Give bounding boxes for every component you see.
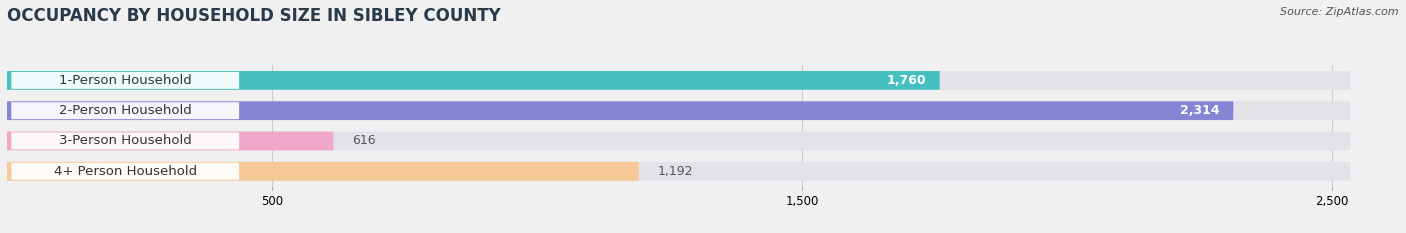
Text: 1,760: 1,760 <box>887 74 927 87</box>
Text: Source: ZipAtlas.com: Source: ZipAtlas.com <box>1281 7 1399 17</box>
FancyBboxPatch shape <box>7 71 1351 90</box>
FancyBboxPatch shape <box>7 101 1233 120</box>
FancyBboxPatch shape <box>7 132 1351 150</box>
FancyBboxPatch shape <box>7 132 333 150</box>
Text: OCCUPANCY BY HOUSEHOLD SIZE IN SIBLEY COUNTY: OCCUPANCY BY HOUSEHOLD SIZE IN SIBLEY CO… <box>7 7 501 25</box>
Text: 2,314: 2,314 <box>1181 104 1220 117</box>
FancyBboxPatch shape <box>11 72 239 89</box>
Text: 1,192: 1,192 <box>657 165 693 178</box>
Text: 616: 616 <box>352 134 375 147</box>
Text: 4+ Person Household: 4+ Person Household <box>53 165 197 178</box>
FancyBboxPatch shape <box>7 71 939 90</box>
FancyBboxPatch shape <box>11 163 239 180</box>
Text: 3-Person Household: 3-Person Household <box>59 134 191 147</box>
FancyBboxPatch shape <box>7 101 1351 120</box>
Text: 1-Person Household: 1-Person Household <box>59 74 191 87</box>
FancyBboxPatch shape <box>11 102 239 119</box>
FancyBboxPatch shape <box>7 162 638 181</box>
FancyBboxPatch shape <box>11 133 239 149</box>
Text: 2-Person Household: 2-Person Household <box>59 104 191 117</box>
FancyBboxPatch shape <box>7 162 1351 181</box>
